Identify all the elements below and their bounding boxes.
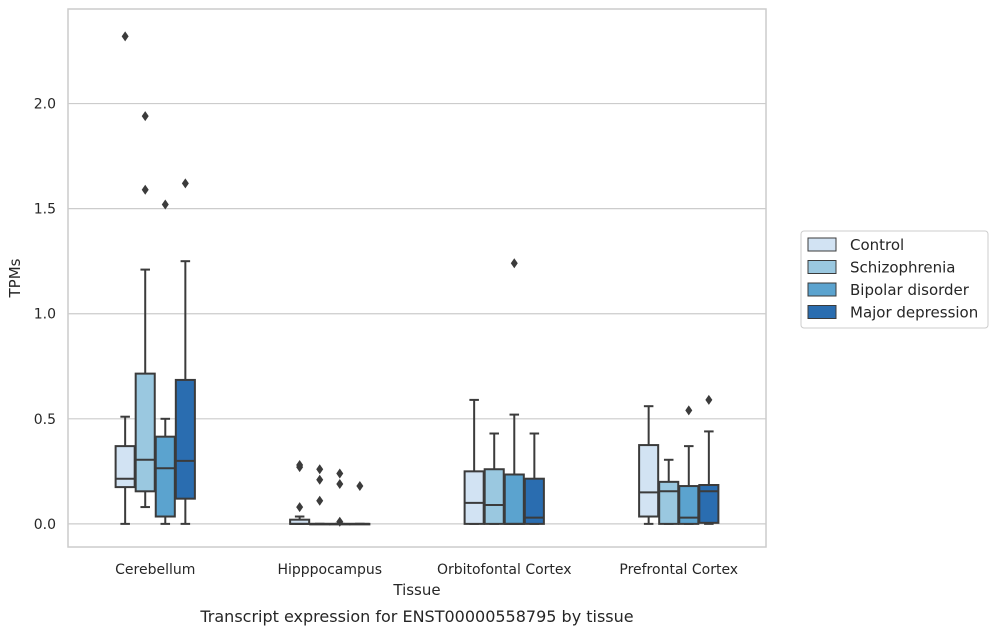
box <box>638 444 660 518</box>
box-group <box>638 405 660 525</box>
y-tick-label: 1.5 <box>34 202 56 218</box>
box-group <box>463 398 485 525</box>
legend-frame <box>800 230 989 329</box>
box-group <box>134 111 156 509</box>
y-tick-label: 2.0 <box>34 97 56 113</box>
legend-label: Major depression <box>850 304 978 322</box>
outlier-point <box>296 460 304 471</box>
box-group <box>503 258 525 525</box>
outlier-point <box>296 502 304 513</box>
y-tick-label: 0.0 <box>34 517 56 533</box>
x-tick-label: Hipppocampus <box>277 562 382 578</box>
outlier-point <box>316 495 324 506</box>
legend-swatch <box>807 282 837 297</box>
box <box>678 485 700 525</box>
legend-label: Schizophrenia <box>850 259 955 277</box>
outlier-point <box>121 31 129 42</box>
x-tick-labels: Cerebellum Hipppocampus Orbitofontal Corte… <box>115 562 738 578</box>
box <box>523 477 545 525</box>
box-group <box>678 405 700 525</box>
legend-swatch <box>807 260 837 274</box>
outlier-point <box>141 111 149 122</box>
outlier-point <box>316 474 324 485</box>
box-group <box>289 460 311 525</box>
x-tick-label: Cerebellum <box>115 562 195 578</box>
box <box>154 435 176 518</box>
box <box>134 372 156 493</box>
legend-swatch <box>807 237 837 252</box>
chart-caption: Transcript expression for ENST0000055879… <box>199 607 633 626</box>
outlier-point <box>336 478 344 489</box>
box <box>174 378 196 500</box>
y-axis-label: TPMs <box>6 258 24 298</box>
legend-swatch <box>807 305 837 319</box>
x-tick-label: Orbitofontal Cortex <box>437 562 572 578</box>
box-group <box>658 458 680 525</box>
plot-frame <box>67 8 767 548</box>
outlier-point <box>705 394 713 405</box>
box <box>463 470 485 525</box>
outlier-point <box>161 199 169 210</box>
outlier-point <box>141 184 149 195</box>
x-axis-label: Tissue <box>392 581 440 599</box>
box <box>698 484 720 524</box>
legend-label: Control <box>850 236 904 254</box>
box-group <box>483 432 505 525</box>
box-group <box>309 464 331 526</box>
box-group <box>174 178 196 525</box>
legend-label: Bipolar disorder <box>850 281 970 299</box>
outlier-point <box>336 516 344 527</box>
box-layer <box>114 31 720 527</box>
outlier-point <box>181 178 189 189</box>
box-group <box>329 468 351 527</box>
box-group <box>698 394 720 525</box>
box <box>114 445 136 489</box>
outlier-point <box>510 258 518 269</box>
y-tick-label: 0.5 <box>34 412 56 428</box>
x-tick-label: Prefrontal Cortex <box>619 562 738 578</box>
box-group <box>523 432 545 525</box>
outlier-point <box>316 464 324 475</box>
y-tick-label: 1.0 <box>34 307 56 323</box>
outlier-point <box>685 405 693 416</box>
box <box>658 480 680 525</box>
box-group <box>349 481 371 526</box>
box <box>503 473 525 525</box>
box <box>483 468 505 525</box>
outlier-point <box>336 468 344 479</box>
box-group <box>154 199 176 525</box>
outlier-point <box>356 481 364 492</box>
legend: Control Schizophrenia Bipolar disorder Majo… <box>800 230 989 329</box>
box-group <box>114 31 136 525</box>
y-tick-labels: 0.0 0.5 1.0 1.5 2.0 <box>34 97 56 533</box>
